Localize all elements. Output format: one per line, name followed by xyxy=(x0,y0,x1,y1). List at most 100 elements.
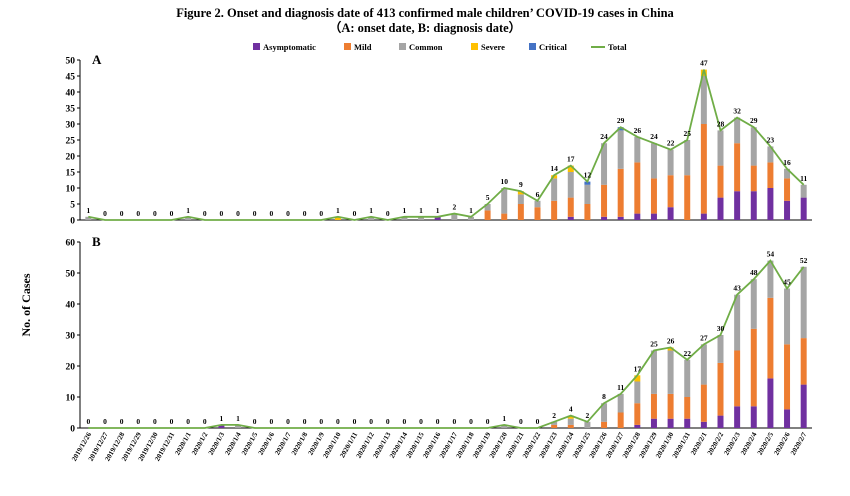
panel-a-bar-common xyxy=(700,76,707,124)
panel-b-bar-mild xyxy=(667,393,674,419)
panel-b-bar-common xyxy=(617,393,624,413)
panel-b-total-label: 52 xyxy=(800,256,808,265)
panel-a-bar-common xyxy=(601,143,608,185)
panel-b-bar-mild xyxy=(800,338,807,385)
panel-b-total-label: 1 xyxy=(502,414,506,423)
panel-a-bar-asymptomatic xyxy=(717,197,724,220)
panel-b-y-tick-label: 50 xyxy=(66,270,76,280)
figure-title: Figure 2. Onset and diagnosis date of 41… xyxy=(0,6,850,36)
panel-a-bar-severe xyxy=(334,216,341,220)
panel-a-bar-common xyxy=(185,216,192,220)
panel-b-total-label: 0 xyxy=(153,417,157,426)
panel-b-y-tick-label: 30 xyxy=(66,332,76,342)
panel-a-y-tick-label: 50 xyxy=(66,57,76,67)
panel-b-bar-mild xyxy=(734,350,741,407)
panel-a-bar-common xyxy=(401,216,408,220)
panel-a-total-label: 11 xyxy=(800,174,807,183)
panel-a-total-label: 12 xyxy=(584,171,592,180)
panel-b-bar-mild xyxy=(601,421,608,428)
panel-a-bar-common xyxy=(634,136,641,163)
panel-b-total-label: 45 xyxy=(783,278,791,287)
panel-b-y-tick-label: 10 xyxy=(66,394,76,404)
panel-b-bar-asymptomatic xyxy=(717,415,724,428)
panel-b-bar-common xyxy=(717,335,724,363)
panel-a-bar-asymptomatic xyxy=(800,197,807,220)
panel-b-bar-asymptomatic xyxy=(700,421,707,428)
panel-a-total-label: 0 xyxy=(153,209,157,218)
panel-a-total-label: 0 xyxy=(103,209,107,218)
panel-b-total-label: 0 xyxy=(436,417,440,426)
panel-a-bar-asymptomatic xyxy=(634,213,641,220)
panel-a-bar-common xyxy=(734,117,741,144)
panel-a-total-label: 32 xyxy=(733,107,741,116)
panel-a-bar-asymptomatic xyxy=(601,216,608,220)
panel-a-total-label: 23 xyxy=(767,135,775,144)
legend-label: Critical xyxy=(539,42,567,52)
panel-a-bar-mild xyxy=(667,175,674,208)
panel-a-bar-common xyxy=(567,172,574,198)
panel-b-bar-common xyxy=(667,350,674,394)
panel-a-bar-mild xyxy=(700,124,707,214)
panel-b-total-label: 0 xyxy=(186,417,190,426)
panel-b-total-label: 0 xyxy=(403,417,407,426)
panel-b-total-label: 0 xyxy=(419,417,423,426)
panel-a-bar-common xyxy=(800,184,807,198)
panel-a-total-label: 26 xyxy=(634,126,642,135)
panel-b-bar-mild xyxy=(567,424,574,428)
panel-a-bar-mild xyxy=(567,197,574,217)
panel-b-bar-mild xyxy=(650,393,657,419)
panel-a-y-tick-label: 0 xyxy=(70,217,75,227)
panel-b-bar-common xyxy=(784,288,791,345)
panel-b-total-label: 0 xyxy=(303,417,307,426)
panel-b-total-label: 0 xyxy=(120,417,124,426)
panel-a-bar-mild xyxy=(634,162,641,214)
panel-a-total-label: 24 xyxy=(600,132,608,141)
panel-a-y-tick-label: 30 xyxy=(66,121,76,131)
panel-b-total-label: 17 xyxy=(634,364,642,373)
panel-b-total-label: 1 xyxy=(236,414,240,423)
panel-a-total-label: 1 xyxy=(469,206,473,215)
panel-a-total-label: 6 xyxy=(536,190,540,199)
panel-b-bar-common xyxy=(235,424,242,428)
panel-b-total-label: 0 xyxy=(536,417,540,426)
panel-a-bar-common xyxy=(784,168,791,179)
panel-b-y-tick-label: 20 xyxy=(66,363,76,373)
panel-b-bar-severe xyxy=(567,415,574,419)
panel-b-bar-mild xyxy=(784,344,791,410)
panel-a-total-label: 0 xyxy=(170,209,174,218)
panel-a-bar-common xyxy=(501,188,508,214)
panel-a-bar-mild xyxy=(584,204,591,220)
panel-b-bar-mild xyxy=(684,397,691,419)
panel-a-y-tick-label: 40 xyxy=(66,89,76,99)
panel-b-bar-common xyxy=(750,279,757,329)
panel-a-bar-asymptomatic xyxy=(767,188,774,220)
panel-a-bar-common xyxy=(767,146,774,163)
legend-swatch-severe xyxy=(471,43,478,50)
panel-b-bar-common xyxy=(700,344,707,385)
panel-a-bar-critical xyxy=(617,127,624,131)
panel-b-total-label: 0 xyxy=(469,417,473,426)
panel-b-bar-asymptomatic xyxy=(734,406,741,428)
panel-a-total-label: 1 xyxy=(419,206,423,215)
panel-b-total-label: 2 xyxy=(586,411,590,420)
panel-a-y-tick-label: 5 xyxy=(70,201,75,211)
panel-b-total-label: 1 xyxy=(220,414,224,423)
x-tick-label: 2020/2/7 xyxy=(789,431,809,457)
panel-b-bar-common xyxy=(800,266,807,339)
panel-a-total-label: 1 xyxy=(369,206,373,215)
panel-a-bar-common xyxy=(717,130,724,166)
panel-a-bar-common xyxy=(368,216,375,220)
panel-a-bar-asymptomatic xyxy=(784,200,791,220)
legend-swatch-common xyxy=(399,43,406,50)
panel-a-total-label: 17 xyxy=(567,155,575,164)
panel-a-y-tick-label: 20 xyxy=(66,153,76,163)
panel-b-total-label: 0 xyxy=(452,417,456,426)
panel-a-bar-common xyxy=(667,149,674,176)
panel-b-total-label: 0 xyxy=(486,417,490,426)
legend-label: Asymptomatic xyxy=(263,42,316,52)
panel-a-bar-mild xyxy=(534,207,541,220)
panel-a-bar-mild xyxy=(650,178,657,214)
figure-title-line2: （A: onset date, B: diagnosis date） xyxy=(328,21,522,35)
panel-b-bar-common xyxy=(767,260,774,298)
panel-b-bar-common xyxy=(650,350,657,394)
